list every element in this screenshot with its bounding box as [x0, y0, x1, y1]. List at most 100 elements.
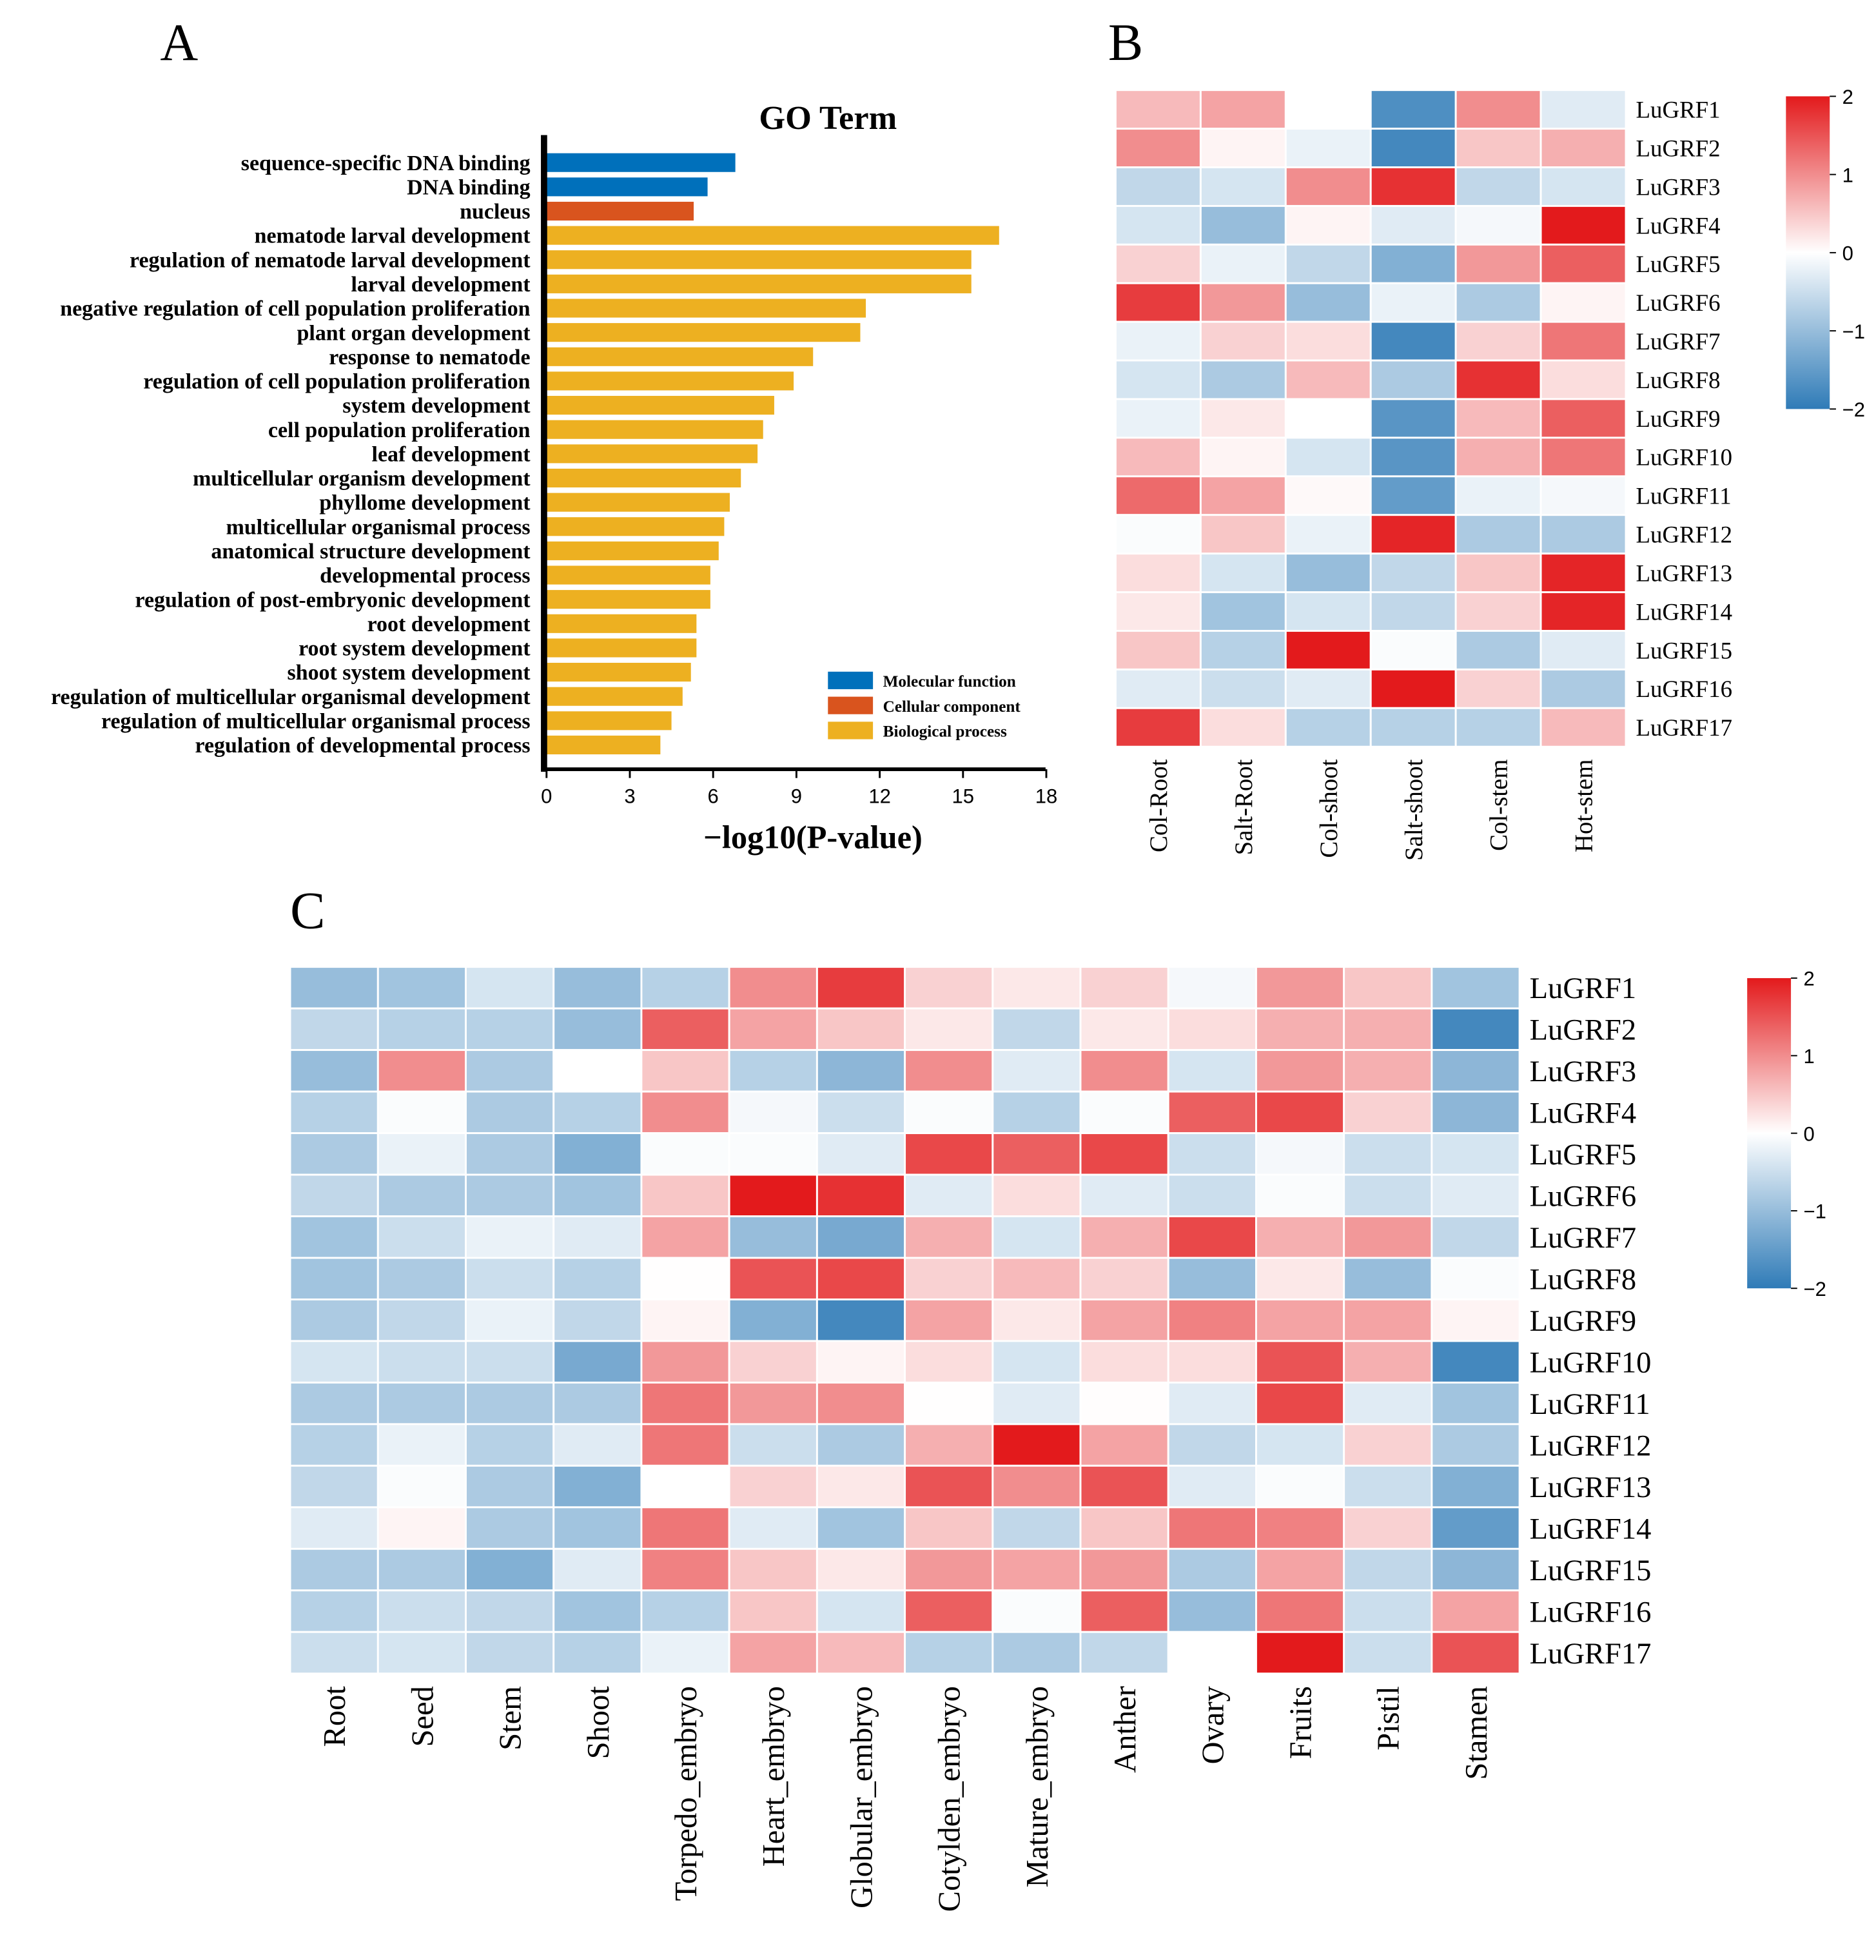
heatmap-cell [1454, 553, 1542, 593]
heatmap-cell [1079, 1257, 1169, 1300]
heatmap-cell [1079, 1049, 1169, 1093]
heatmap-cell [1115, 668, 1202, 709]
heatmap-cell [728, 1007, 818, 1052]
colorbar-tick-label: 0 [1842, 242, 1853, 265]
heatmap-cell [1115, 436, 1202, 478]
heatmap-cell [1115, 707, 1202, 748]
heatmap-cell [1079, 1298, 1169, 1342]
heatmap-cell [1115, 320, 1202, 362]
heatmap-cell [376, 1007, 467, 1052]
heatmap-cell [816, 1631, 906, 1675]
heatmap-cell [1255, 1340, 1345, 1384]
column-label: Heart_embryo [757, 1686, 791, 1867]
heatmap-cell [1199, 243, 1287, 284]
heatmap-cell [1284, 553, 1372, 593]
heatmap-cell [1115, 591, 1202, 632]
heatmap-cell [1343, 966, 1433, 1010]
heatmap-cell [640, 1007, 730, 1052]
heatmap-cell [1431, 1090, 1521, 1134]
heatmap-cell [1284, 591, 1372, 632]
heatmap-cell [816, 1173, 906, 1217]
heatmap-cell [992, 1423, 1082, 1467]
colorbar-tick-label: 0 [1803, 1122, 1814, 1145]
heatmap-cell [1199, 629, 1287, 671]
heatmap-cell [1343, 1340, 1433, 1384]
heatmap-cell [1539, 475, 1627, 516]
category-label: DNA binding [407, 175, 530, 199]
heatmap-cell [992, 1298, 1082, 1342]
heatmap-cell [1115, 282, 1202, 323]
heatmap-cell [816, 1257, 906, 1300]
heatmap-cell [1255, 1132, 1345, 1176]
heatmap-cell [1539, 128, 1627, 168]
row-label: LuGRF8 [1636, 367, 1721, 393]
heatmap-cell [904, 1506, 994, 1550]
heatmap-cell [1284, 475, 1372, 516]
heatmap-cell [1255, 1547, 1345, 1592]
heatmap-cell [1167, 1007, 1257, 1052]
heatmap-cell [1115, 398, 1202, 439]
heatmap-cell [904, 1257, 994, 1300]
column-label: Fruits [1284, 1686, 1318, 1759]
heatmap-cell [376, 1631, 467, 1675]
column-label: Root [318, 1686, 352, 1747]
row-label: LuGRF15 [1530, 1554, 1652, 1587]
heatmap-cell [376, 1589, 467, 1633]
heatmap-cell [1369, 320, 1457, 362]
bar [546, 614, 697, 633]
heatmap-cell [1431, 1631, 1521, 1675]
heatmap-cell [376, 1464, 467, 1509]
heatmap-cell [640, 1631, 730, 1675]
heatmap-cell [640, 966, 730, 1010]
heatmap-cell [1255, 1257, 1345, 1300]
bar [546, 517, 725, 536]
heatmap-cell [1284, 166, 1372, 207]
heatmap-cell [1539, 629, 1627, 671]
heatmap-cell [1369, 204, 1457, 246]
bar [546, 226, 999, 245]
legend-label: Biological process [883, 723, 1007, 741]
heatmap-cell [552, 1340, 643, 1384]
bar [546, 323, 861, 342]
heatmap-cell [552, 1090, 643, 1134]
heatmap-cell [1199, 166, 1287, 207]
heatmap-cell [992, 966, 1082, 1010]
bar [546, 711, 672, 730]
colorbar [1747, 978, 1792, 1289]
heatmap-cell [816, 1589, 906, 1633]
row-label: LuGRF11 [1636, 483, 1732, 509]
heatmap-cell [1255, 1007, 1345, 1052]
heatmap-cell [1079, 1007, 1169, 1052]
heatmap-cell [1431, 1257, 1521, 1300]
row-label: LuGRF17 [1636, 714, 1733, 741]
heatmap-cell [289, 1340, 379, 1384]
heatmap-cell [992, 1049, 1082, 1093]
bar [546, 663, 691, 682]
column-label: Mature_embryo [1021, 1686, 1055, 1887]
heatmap-cell [1079, 1631, 1169, 1675]
heatmap-cell [1539, 668, 1627, 709]
bar [546, 468, 741, 488]
heatmap-cell [1431, 1423, 1521, 1467]
x-tick-label: 18 [1035, 785, 1058, 807]
heatmap-cell [1539, 89, 1627, 130]
heatmap-cell [376, 1173, 467, 1217]
category-label: cell population proliferation [268, 418, 531, 442]
heatmap-cell [465, 1506, 555, 1550]
row-label: LuGRF13 [1530, 1471, 1652, 1504]
bar [546, 687, 683, 706]
legend-label: Molecular function [883, 673, 1016, 691]
heatmap-cell [904, 1132, 994, 1176]
heatmap-cell [1454, 668, 1542, 709]
category-label: developmental process [320, 564, 530, 588]
heatmap-cell [904, 1090, 994, 1134]
heatmap-cell [1079, 1173, 1169, 1217]
heatmap-cell [1454, 282, 1542, 323]
heatmap-cell [1284, 359, 1372, 400]
category-label: root system development [298, 637, 531, 661]
heatmap-cell [1284, 514, 1372, 555]
heatmap-cell [1079, 1090, 1169, 1134]
heatmap-cell [904, 1215, 994, 1259]
heatmap-cell [728, 1589, 818, 1633]
heatmap-cell [1343, 1381, 1433, 1426]
